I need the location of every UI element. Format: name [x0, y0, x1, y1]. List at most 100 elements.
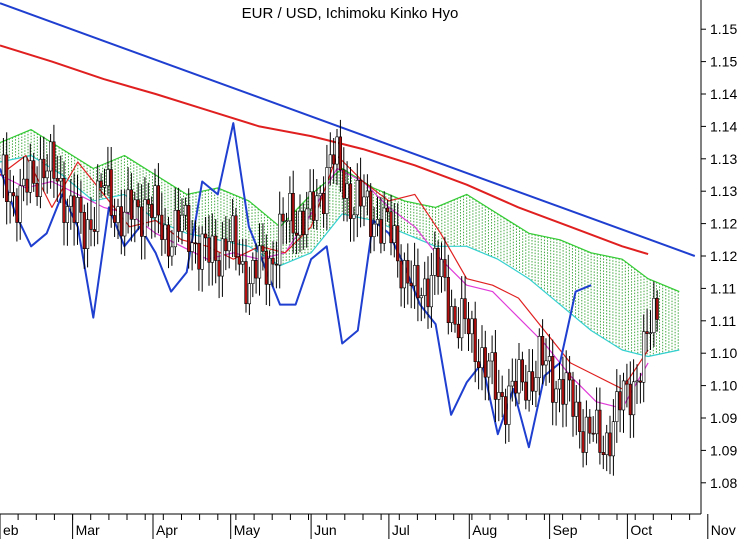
candle-body: [321, 193, 326, 215]
candle-body: [288, 193, 292, 222]
candle-body: [618, 391, 622, 411]
candle-body: [187, 205, 191, 252]
candle-body: [581, 431, 585, 453]
candle-body: [140, 206, 144, 237]
candle-body: [642, 331, 646, 383]
candle-body: [443, 259, 447, 278]
candle-body: [551, 356, 555, 403]
candle-body: [375, 219, 380, 225]
candle-body: [210, 235, 214, 263]
x-tick-label: May: [234, 522, 260, 538]
candle-body: [500, 392, 504, 397]
candle-body: [635, 380, 639, 383]
x-tick-label: Jun: [314, 522, 337, 538]
candle-body: [456, 323, 461, 339]
candle-body: [113, 215, 117, 223]
candle-body: [567, 372, 572, 381]
y-tick-label: 1.09: [710, 442, 737, 458]
candle-body: [645, 331, 649, 334]
candle-body: [136, 199, 140, 208]
candle-body: [429, 275, 434, 308]
candle-body: [325, 167, 329, 215]
candle-body: [102, 185, 107, 188]
candle-body: [591, 432, 595, 435]
candle-body: [267, 257, 272, 285]
candle-body: [217, 260, 221, 277]
candle-body: [197, 242, 201, 270]
candle-body: [146, 199, 150, 205]
candle-body: [106, 169, 110, 187]
candle-body: [487, 360, 491, 378]
candle-body: [328, 154, 332, 168]
candle-body: [564, 372, 568, 405]
candle-body: [460, 298, 464, 339]
candle-body: [601, 452, 605, 455]
candle-body: [1, 154, 5, 176]
candle-body: [466, 318, 471, 335]
candle-body: [21, 178, 26, 187]
lines-layer: [0, 2, 696, 449]
candle-body: [473, 318, 477, 362]
candle-body: [446, 276, 450, 323]
x-tick-label: Oct: [630, 522, 652, 538]
candle-body: [204, 233, 208, 239]
candle-body: [426, 278, 430, 308]
candle-body: [261, 245, 265, 252]
candle-body: [332, 154, 336, 165]
candle-body: [611, 421, 615, 457]
x-tick-label: Jul: [392, 522, 410, 538]
candle-body: [177, 210, 181, 232]
candle-body: [234, 215, 238, 258]
candle-body: [116, 206, 120, 223]
candle-body: [251, 259, 255, 284]
candle-body: [598, 409, 602, 453]
candle-body: [150, 204, 154, 218]
candle-body: [510, 380, 514, 387]
candle-body: [284, 220, 289, 223]
candle-body: [65, 206, 69, 223]
candle-body: [534, 377, 538, 392]
candle-body: [571, 379, 575, 417]
candle-body: [561, 379, 565, 405]
candle-body: [520, 359, 524, 383]
candle-body: [497, 392, 501, 400]
candle-body: [82, 212, 86, 249]
candle-body: [92, 229, 96, 232]
candle-body: [190, 242, 194, 252]
candle-body: [278, 213, 282, 266]
candle-body: [109, 169, 113, 216]
candle-body: [412, 265, 417, 287]
candle-body: [436, 248, 440, 278]
candle-body: [544, 360, 548, 366]
candle-body: [59, 178, 63, 182]
candle-body: [220, 238, 225, 277]
y-tick-label: 1.13: [710, 151, 737, 167]
candle-body: [335, 136, 339, 165]
candle-body: [126, 189, 130, 213]
candle-body: [608, 432, 612, 457]
candle-body: [433, 248, 437, 276]
candle-body: [38, 158, 42, 197]
candle-body: [143, 199, 147, 237]
candle-body: [244, 261, 248, 305]
candle-body: [355, 180, 359, 216]
candle-body: [5, 154, 9, 202]
candle-body: [655, 297, 659, 320]
candle-body: [625, 380, 629, 385]
candle-body: [257, 245, 262, 279]
candle-body: [554, 388, 558, 403]
candle-body: [311, 191, 316, 221]
candles-layer: [1, 119, 659, 476]
candle-body: [453, 306, 457, 325]
candle-body: [385, 207, 390, 213]
candle-body: [274, 263, 279, 266]
candle-body: [62, 178, 66, 223]
y-tick-label: 1.15: [710, 21, 737, 37]
y-tick-label: 1.13: [710, 183, 737, 199]
candle-body: [621, 380, 626, 411]
candle-body: [133, 199, 137, 220]
series-line-trend: [0, 2, 696, 257]
candle-body: [254, 259, 258, 279]
candle-body: [170, 246, 174, 257]
